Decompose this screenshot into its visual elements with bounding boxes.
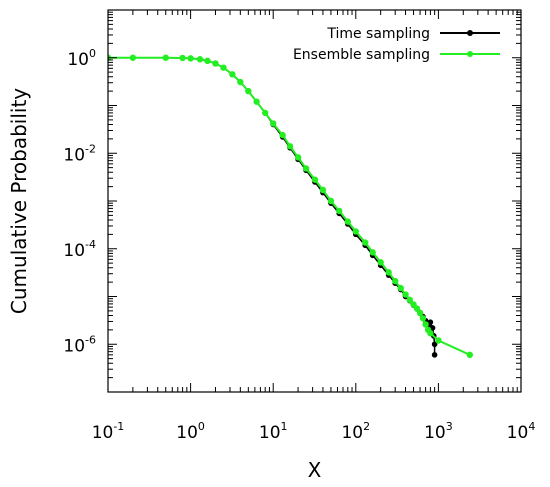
data-point <box>336 207 343 215</box>
data-point <box>362 239 369 246</box>
data-point <box>220 64 227 71</box>
data-point <box>392 277 399 285</box>
data-point <box>279 131 286 139</box>
data-point <box>397 284 404 292</box>
y-tick-label: 10-2 <box>63 142 96 165</box>
data-point <box>179 54 186 62</box>
data-point <box>385 269 392 276</box>
data-point <box>427 319 434 325</box>
data-point <box>431 341 438 348</box>
x-tick-label: 104 <box>507 420 536 443</box>
series-line <box>108 57 436 355</box>
x-tick-label: 10-1 <box>92 420 125 443</box>
legend-marker <box>467 30 473 36</box>
data-point <box>162 54 169 61</box>
tick-labels: 10-1 100 101 102 103 104 100 10-2 10-4 10-6 <box>63 47 535 443</box>
x-tick-label: 100 <box>176 420 205 443</box>
data-point <box>416 309 424 317</box>
data-point <box>402 291 409 298</box>
series-0 <box>108 54 438 358</box>
data-point <box>212 60 219 67</box>
y-tick-label: 10-4 <box>63 238 96 261</box>
data-point <box>327 197 335 205</box>
data-point <box>286 143 294 150</box>
data-point <box>435 337 442 344</box>
y-tick-label: 10-6 <box>63 333 96 356</box>
data-point <box>377 259 384 266</box>
data-point <box>431 352 438 358</box>
data-point <box>245 87 252 95</box>
series-1 <box>108 54 474 359</box>
data-point <box>204 57 211 65</box>
ticks-layer <box>107 9 522 393</box>
x-axis-title: X <box>308 458 322 482</box>
data-point <box>406 296 413 304</box>
plot-frame <box>107 9 522 393</box>
data-point <box>311 176 319 183</box>
data-point <box>352 228 359 235</box>
data-point <box>187 55 194 62</box>
x-tick-label: 102 <box>341 420 370 443</box>
data-point <box>427 330 434 337</box>
x-tick-label: 101 <box>259 420 288 443</box>
data-point <box>302 165 310 172</box>
data-point <box>294 154 302 161</box>
series-layer <box>108 54 474 359</box>
data-point <box>229 71 236 78</box>
legend: Time sampling Ensemble sampling <box>293 26 500 63</box>
data-point <box>422 321 429 328</box>
legend-marker <box>467 51 473 57</box>
data-point <box>369 249 376 256</box>
y-tick-label: 100 <box>67 47 96 70</box>
data-point <box>319 186 327 194</box>
data-point <box>237 78 244 86</box>
data-point <box>466 351 474 359</box>
legend-label: Ensemble sampling <box>293 47 430 63</box>
data-point <box>261 109 269 117</box>
data-point <box>270 120 277 127</box>
y-axis-title: Cumulative Probability <box>7 88 31 314</box>
data-point <box>129 54 137 61</box>
data-point <box>344 218 351 225</box>
legend-label: Time sampling <box>326 26 430 42</box>
data-point <box>253 98 260 105</box>
data-point <box>419 315 427 322</box>
data-point <box>413 305 421 312</box>
data-point <box>196 56 204 63</box>
x-tick-label: 103 <box>424 420 453 443</box>
